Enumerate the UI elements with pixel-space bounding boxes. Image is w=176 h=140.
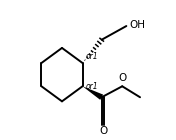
Text: O: O bbox=[118, 73, 126, 83]
Text: or1: or1 bbox=[86, 82, 99, 91]
Text: OH: OH bbox=[129, 20, 145, 30]
Text: or1: or1 bbox=[86, 52, 99, 61]
Polygon shape bbox=[83, 86, 103, 100]
Text: O: O bbox=[99, 126, 107, 136]
